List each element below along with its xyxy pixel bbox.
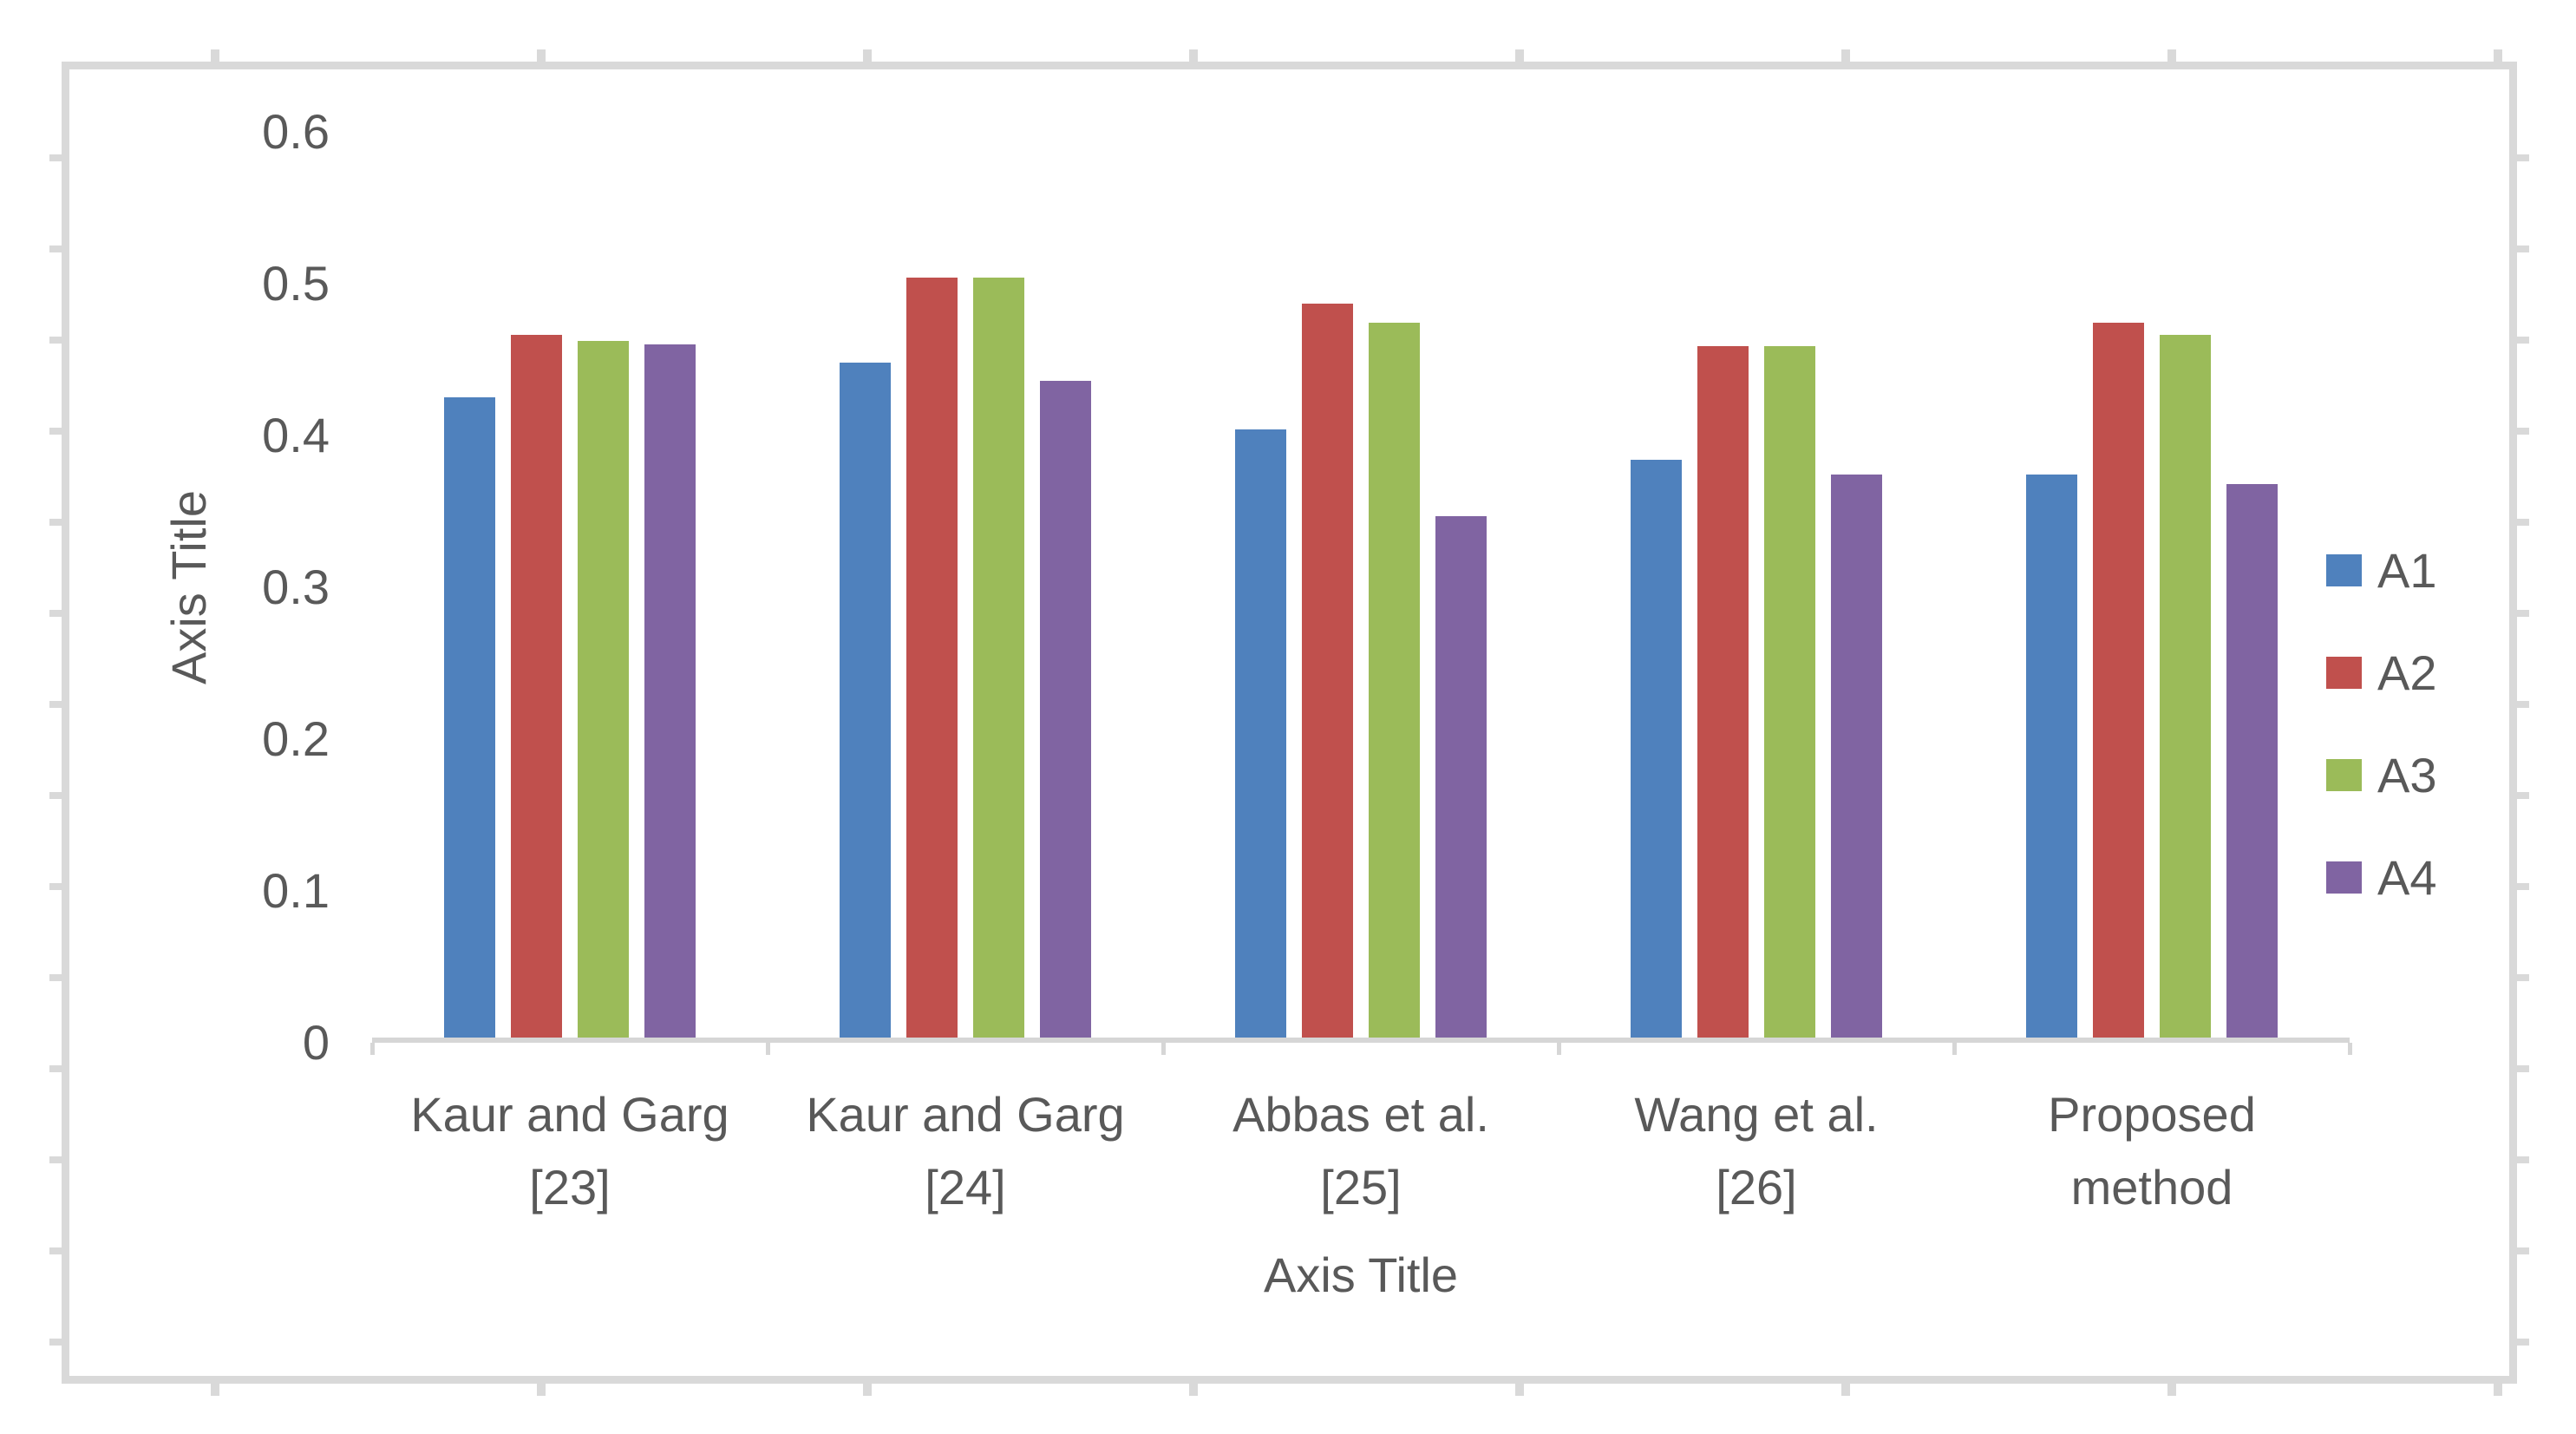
legend-swatch-icon [2326, 861, 2362, 894]
spreadsheet-gridline-stub [1189, 1384, 1198, 1396]
spreadsheet-gridline-stub [2517, 154, 2529, 161]
bar-A3[interactable] [1764, 346, 1815, 1043]
bar-A2[interactable] [511, 335, 562, 1043]
spreadsheet-gridline-stub [49, 428, 62, 435]
spreadsheet-gridline-stub [2517, 883, 2529, 890]
spreadsheet-gridline-stub [2517, 792, 2529, 799]
x-axis-tick [766, 1043, 770, 1055]
spreadsheet-gridline-stub [1515, 49, 1524, 62]
spreadsheet-gridline-stub [49, 1065, 62, 1072]
y-tick-label: 0.3 [262, 560, 330, 614]
spreadsheet-gridline-stub [1841, 49, 1850, 62]
x-axis-tick [1952, 1043, 1957, 1055]
x-axis-tick [370, 1043, 375, 1055]
bar-A4[interactable] [2226, 484, 2278, 1043]
spreadsheet-gridline-stub [2167, 49, 2176, 62]
y-tick-label: 0.5 [262, 256, 330, 311]
spreadsheet-gridline-stub [49, 337, 62, 344]
spreadsheet-gridline-stub [537, 49, 546, 62]
spreadsheet-gridline-stub [863, 1384, 872, 1396]
spreadsheet-gridline-stub [2494, 49, 2502, 62]
spreadsheet-gridline-stub [49, 1247, 62, 1254]
spreadsheet-gridline-stub [2517, 428, 2529, 435]
y-tick-label: 0.4 [262, 408, 330, 462]
x-axis-tick [2348, 1043, 2352, 1055]
y-tick-label: 0 [302, 1015, 330, 1070]
category-label: Wang et al. [26] [1634, 1087, 1879, 1215]
bar-A3[interactable] [973, 278, 1024, 1043]
legend-item-A4[interactable]: A4 [2326, 841, 2437, 913]
spreadsheet-gridline-stub [49, 154, 62, 161]
spreadsheet-gridline-stub [2517, 337, 2529, 344]
bar-A2[interactable] [2093, 323, 2144, 1043]
spreadsheet-gridline-stub [2517, 701, 2529, 708]
legend-swatch-icon [2326, 758, 2362, 791]
spreadsheet-gridline-stub [1841, 1384, 1850, 1396]
bar-A4[interactable] [644, 344, 696, 1043]
bar-A4[interactable] [1435, 516, 1487, 1043]
spreadsheet-gridline-stub [2517, 1247, 2529, 1254]
spreadsheet-gridline-stub [2517, 974, 2529, 981]
x-axis-tick [1557, 1043, 1561, 1055]
spreadsheet-gridline-stub [2517, 519, 2529, 526]
category-label: Kaur and Garg [24] [806, 1087, 1125, 1215]
category-label: Proposed method [2048, 1087, 2256, 1215]
spreadsheet-gridline-stub [49, 701, 62, 708]
bar-A1[interactable] [444, 397, 495, 1043]
spreadsheet-gridline-stub [49, 792, 62, 799]
bar-A3[interactable] [1369, 323, 1420, 1043]
spreadsheet-gridline-stub [49, 610, 62, 617]
bar-A4[interactable] [1040, 381, 1091, 1043]
bar-A2[interactable] [906, 278, 958, 1043]
category-label: Abbas et al. [25] [1232, 1087, 1489, 1215]
bar-A2[interactable] [1302, 304, 1353, 1043]
legend-label: A1 [2377, 542, 2437, 598]
legend-swatch-icon [2326, 656, 2362, 689]
spreadsheet-gridline-stub [863, 49, 872, 62]
spreadsheet-gridline-stub [2517, 1156, 2529, 1163]
bar-A3[interactable] [578, 341, 629, 1043]
legend-swatch-icon [2326, 553, 2362, 586]
bar-A2[interactable] [1697, 346, 1749, 1043]
legend-item-A2[interactable]: A2 [2326, 636, 2437, 709]
y-tick-label: 0.6 [262, 104, 330, 159]
x-axis-title: Axis Title [1263, 1247, 1459, 1302]
legend-label: A2 [2377, 645, 2437, 700]
spreadsheet-gridline-stub [49, 246, 62, 252]
spreadsheet-gridline-stub [49, 1339, 62, 1346]
spreadsheet-gridline-stub [49, 974, 62, 981]
legend-label: A4 [2377, 849, 2437, 905]
spreadsheet-gridline-stub [2517, 246, 2529, 252]
spreadsheet-gridline-stub [211, 1384, 219, 1396]
spreadsheet-gridline-stub [49, 519, 62, 526]
spreadsheet-gridline-stub [537, 1384, 546, 1396]
y-tick-label: 0.2 [262, 711, 330, 766]
spreadsheet-gridline-stub [1189, 49, 1198, 62]
spreadsheet-gridline-stub [2167, 1384, 2176, 1396]
y-tick-label: 0.1 [262, 863, 330, 918]
bar-A1[interactable] [1631, 460, 1682, 1043]
spreadsheet-gridline-stub [2494, 1384, 2502, 1396]
spreadsheet-gridline-stub [49, 883, 62, 890]
legend-label: A3 [2377, 747, 2437, 802]
bar-A1[interactable] [840, 363, 891, 1043]
spreadsheet-gridline-stub [2517, 1339, 2529, 1346]
spreadsheet-gridline-stub [1515, 1384, 1524, 1396]
x-axis-line [372, 1038, 2350, 1043]
legend-item-A1[interactable]: A1 [2326, 534, 2437, 606]
spreadsheet-gridline-stub [49, 1156, 62, 1163]
bar-A1[interactable] [2026, 475, 2077, 1043]
category-label: Kaur and Garg [23] [410, 1087, 729, 1215]
y-axis-title: Axis Title [161, 489, 216, 685]
spreadsheet-gridline-stub [2517, 610, 2529, 617]
bar-A3[interactable] [2160, 335, 2211, 1043]
bar-A4[interactable] [1831, 475, 1882, 1043]
bar-A1[interactable] [1235, 429, 1286, 1043]
spreadsheet-gridline-stub [211, 49, 219, 62]
spreadsheet-gridline-stub [2517, 1065, 2529, 1072]
x-axis-tick [1161, 1043, 1166, 1055]
legend-item-A3[interactable]: A3 [2326, 738, 2437, 811]
